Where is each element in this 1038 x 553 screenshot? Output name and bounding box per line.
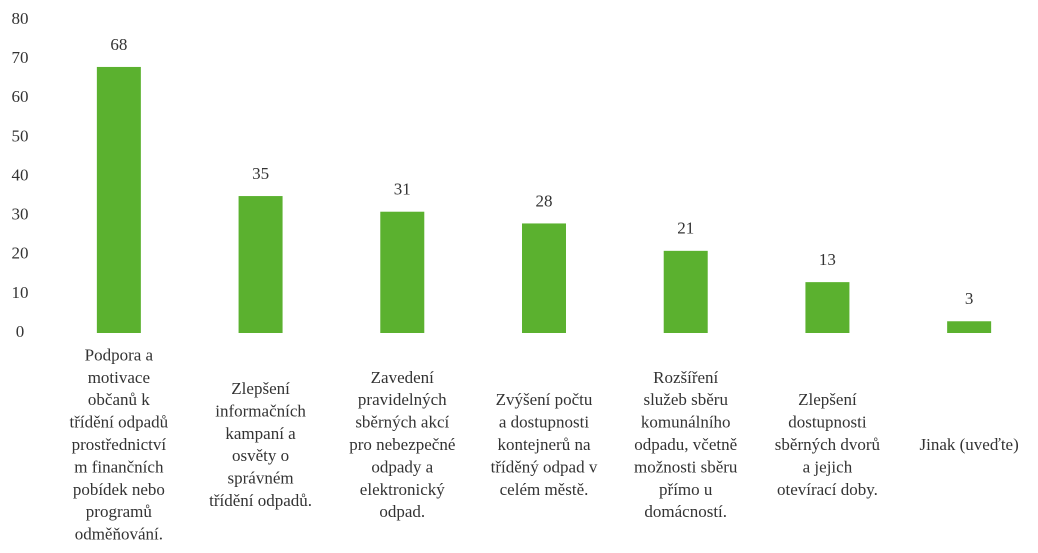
bar [238,196,283,333]
bar [663,250,708,333]
x-tick-label: Podpora a motivace občanů k třídění odpadů p… [70,345,169,543]
value-label: 35 [252,164,269,183]
x-tick-label: Zvýšení počtu a dostupnosti kontejnerů na t… [491,390,598,499]
y-tick-label: 10 [12,283,29,302]
bar [522,223,566,333]
x-tick-label: Rozšíření služeb sběru komunálního odpadu, … [634,368,738,521]
value-label: 13 [819,250,836,269]
value-label: 3 [965,289,974,308]
y-tick-label: 80 [12,9,29,28]
value-label: 68 [110,35,127,54]
x-tick-label: Jinak (uveďte) [920,435,1019,454]
y-tick-label: 50 [12,126,29,145]
bar [947,321,992,333]
value-label: 28 [536,191,553,210]
bar [96,66,141,333]
y-tick-label: 20 [12,244,29,263]
x-tick-label: Zlepšení dostupnosti sběrných dvorů a jejic… [775,390,881,499]
y-tick-label: 30 [12,205,29,224]
y-tick-label: 70 [12,48,29,67]
x-tick-label: Zavedení pravidelných sběrných akcí pro neb… [349,368,455,521]
value-label: 21 [677,219,694,238]
bar [805,282,850,333]
y-tick-label: 0 [16,322,25,341]
x-tick-label: Zlepšení informačních kampaní a osvěty o spr… [209,379,312,510]
value-label: 31 [394,180,411,199]
y-tick-label: 40 [12,165,29,184]
y-tick-label: 60 [12,87,29,106]
bar [380,211,425,333]
